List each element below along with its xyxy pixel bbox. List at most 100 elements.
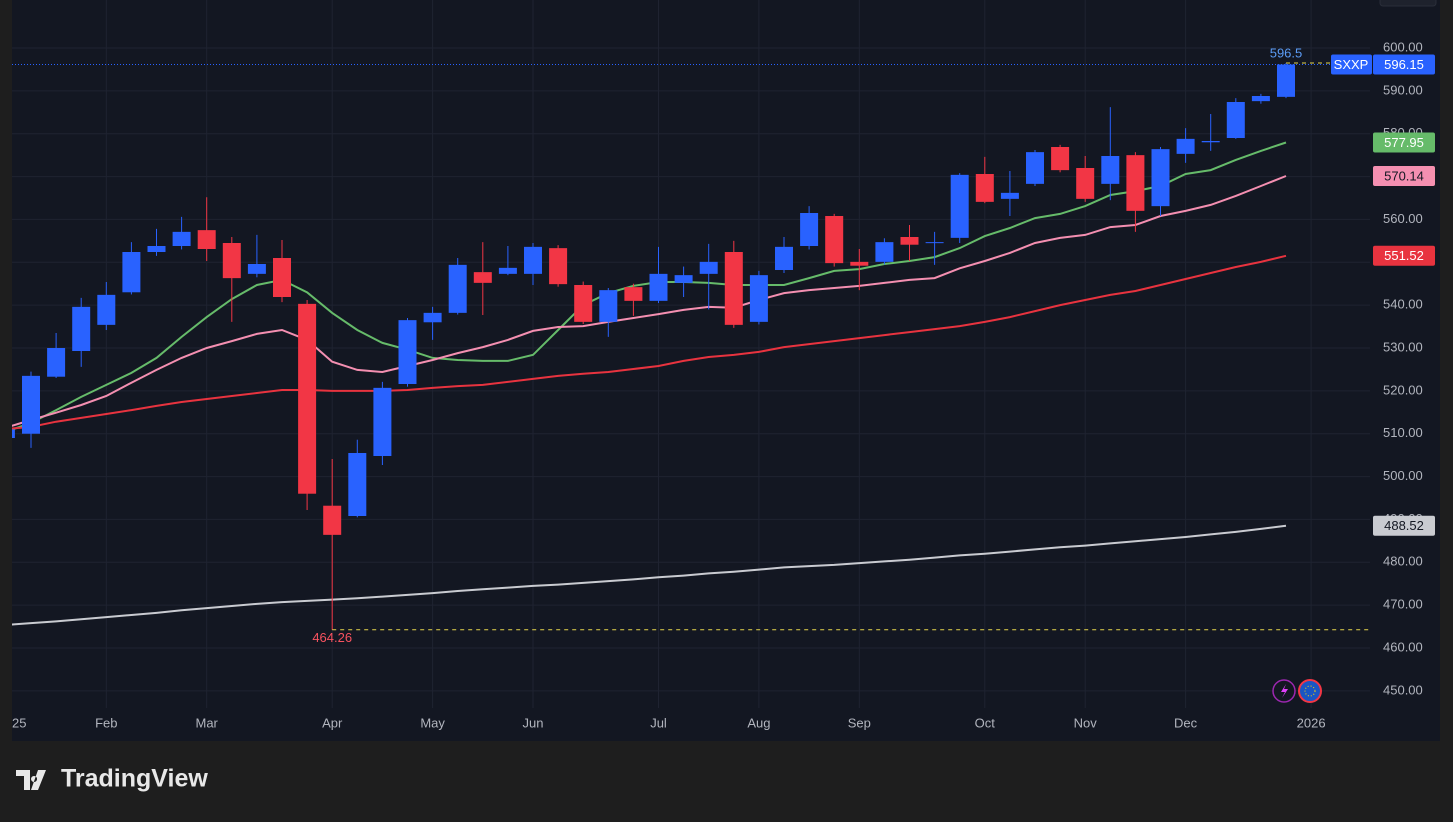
candle-body [1026, 152, 1044, 184]
candle-body [423, 312, 442, 323]
high-label: 596.5 [1270, 45, 1303, 60]
candle-body [950, 174, 969, 238]
candle-body [749, 275, 768, 322]
candle-body [222, 243, 241, 279]
toolbar-button[interactable] [1379, 0, 1437, 7]
candle-body [524, 246, 542, 274]
region-glyph [1304, 685, 1316, 697]
candle-body [674, 275, 693, 283]
price-tag-label: 570.14 [1384, 168, 1424, 183]
candle-body [1176, 138, 1195, 154]
candle-body [1226, 102, 1245, 138]
y-tick-label: 600.00 [1383, 39, 1423, 54]
candle-body [97, 294, 116, 325]
candle-body [1201, 141, 1220, 143]
candle-body [925, 242, 944, 244]
x-tick-label: Aug [747, 715, 770, 730]
candle-body [825, 216, 844, 264]
x-tick-label: 2026 [1297, 715, 1326, 730]
candle-body [1000, 192, 1019, 199]
candle-body [47, 348, 66, 377]
plot [12, 62, 1370, 631]
candle-body [22, 375, 40, 434]
price-tag [1373, 54, 1435, 75]
candle-body [875, 242, 894, 262]
candle-body [1251, 96, 1270, 102]
candle-body [1076, 168, 1095, 199]
icons [1272, 679, 1322, 703]
ma-line [12, 175, 1287, 427]
candle-body [699, 261, 718, 274]
candle-body [298, 303, 317, 494]
brand: TradingView [61, 765, 208, 793]
y-tick-label: 480.00 [1383, 554, 1423, 569]
x-tick-label: Mar [196, 715, 219, 730]
candle-body [348, 453, 367, 516]
candle-body [323, 505, 342, 535]
y-tick-label: 470.00 [1383, 597, 1423, 612]
price-tag-label: 551.52 [1384, 248, 1424, 263]
y-tick-label: 450.00 [1383, 682, 1423, 697]
y-tick-label: 530.00 [1383, 339, 1423, 354]
logo: TradingView [16, 765, 208, 793]
candle-body [273, 258, 291, 297]
candle-body [172, 231, 191, 246]
candle-body [448, 264, 467, 313]
y-tick-label: 590.00 [1383, 82, 1423, 97]
candle-body [1051, 147, 1070, 171]
candle-body [498, 267, 517, 274]
lightning-glyph [1281, 684, 1288, 698]
price-tag [1373, 245, 1435, 266]
x-tick-label: May [420, 715, 445, 730]
candle-body [975, 174, 994, 202]
candle-body [800, 213, 819, 246]
x-tick-label: Sep [848, 715, 871, 730]
y-tick-label: 520.00 [1383, 382, 1423, 397]
y-tick-label: 560.00 [1383, 211, 1423, 226]
x-tick-label: Apr [322, 715, 343, 730]
candle-body [1126, 155, 1145, 211]
x-tick-label: Dec [1174, 715, 1198, 730]
candle-body [72, 306, 91, 351]
x-tick-label: Feb [95, 715, 117, 730]
candle-body [724, 252, 743, 325]
low-label: 464.26 [312, 630, 352, 645]
ma-line [12, 524, 1287, 626]
x-tick-label: Nov [1074, 715, 1098, 730]
symbol-tag [1331, 54, 1372, 75]
candle-body [1151, 149, 1170, 207]
candle-body [574, 285, 593, 322]
x-tick-label: Jun [523, 715, 544, 730]
x-tick-label: 25 [12, 715, 26, 730]
price-tag-label: 596.15 [1384, 57, 1424, 72]
candle-body [649, 273, 668, 301]
candle-body [900, 237, 919, 245]
candle-body [147, 246, 166, 252]
candle-body [624, 287, 643, 301]
x-tick-label: Jul [650, 715, 667, 730]
y-tick-label: 540.00 [1383, 297, 1423, 312]
candle-body [549, 248, 568, 285]
chart-background [12, 0, 1440, 741]
region-icon[interactable] [1298, 679, 1322, 703]
candle-body [12, 429, 15, 438]
candle-body [398, 320, 417, 384]
price-tag-label: 488.52 [1384, 518, 1424, 533]
candle-body [247, 264, 266, 274]
ma-line [12, 254, 1287, 430]
price-tag [1373, 165, 1435, 186]
y-tick-label: 460.00 [1383, 639, 1423, 654]
candle-body [373, 387, 392, 456]
candle-body [473, 272, 492, 283]
ma-line [12, 141, 1287, 431]
price-tag [1373, 132, 1435, 153]
price-tag-label: 577.95 [1384, 135, 1424, 150]
candle-body [197, 230, 216, 249]
candle-body [850, 261, 869, 266]
y-tick-label: 510.00 [1383, 425, 1423, 440]
x-tick-label: Oct [975, 715, 996, 730]
candle-body [775, 246, 793, 270]
candle-body [122, 252, 141, 293]
